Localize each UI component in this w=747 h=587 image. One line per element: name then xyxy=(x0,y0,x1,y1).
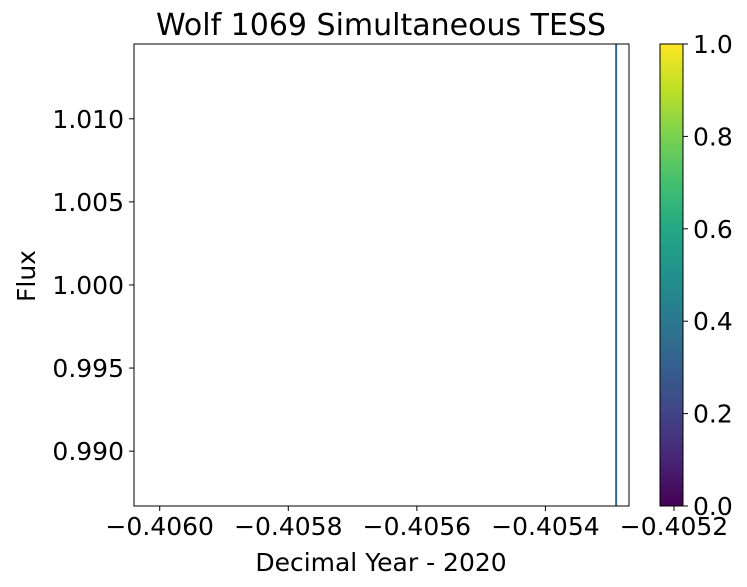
x-axis-ticks: −0.4060 −0.4058 −0.4056 −0.4054 −0.4052 xyxy=(105,506,728,541)
x-tick-label: −0.4058 xyxy=(234,512,342,541)
chart-title: Wolf 1069 Simultaneous TESS xyxy=(156,8,606,43)
y-axis-label: Flux xyxy=(12,250,41,302)
colorbar-ticks: 0.0 0.2 0.4 0.6 0.8 1.0 xyxy=(683,30,733,521)
y-tick-label: 0.990 xyxy=(52,437,124,466)
colorbar-tick-label: 0.4 xyxy=(693,307,733,336)
colorbar-tick-label: 0.8 xyxy=(693,122,733,151)
y-tick-label: 1.000 xyxy=(52,271,124,300)
colorbar xyxy=(659,43,684,507)
x-tick-label: −0.4060 xyxy=(105,512,213,541)
y-axis-ticks: 0.990 0.995 1.000 1.005 1.010 xyxy=(52,105,134,466)
y-tick-label: 0.995 xyxy=(52,354,124,383)
y-tick-label: 1.010 xyxy=(52,105,124,134)
colorbar-tick-label: 0.6 xyxy=(693,215,733,244)
colorbar-tick-label: 1.0 xyxy=(693,30,733,59)
x-tick-label: −0.4056 xyxy=(363,512,471,541)
x-tick-label: −0.4054 xyxy=(491,512,599,541)
colorbar-tick-label: 0.2 xyxy=(693,400,733,429)
plot-frame xyxy=(133,43,630,507)
colorbar-tick-label: 0.0 xyxy=(693,492,733,521)
x-tick-label: −0.4052 xyxy=(620,512,728,541)
x-axis-label: Decimal Year - 2020 xyxy=(255,548,506,577)
y-tick-label: 1.005 xyxy=(52,188,124,217)
